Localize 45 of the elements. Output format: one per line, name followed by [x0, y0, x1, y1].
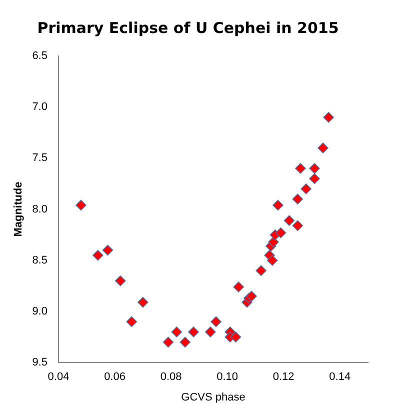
- point: [284, 215, 295, 226]
- x-tick-label: 0.12: [272, 371, 294, 384]
- point: [205, 326, 216, 338]
- point: [233, 282, 244, 292]
- point: [292, 194, 304, 204]
- point: [318, 142, 328, 154]
- point: [102, 244, 114, 256]
- point: [114, 275, 126, 286]
- point: [309, 173, 320, 184]
- x-tick-label: 0.14: [329, 371, 351, 384]
- x-tick-label: 0.08: [160, 371, 182, 384]
- point: [246, 290, 257, 302]
- y-tick-label: 8.5: [32, 254, 48, 266]
- y-axis-title: Magnitude: [12, 182, 25, 237]
- y-tick-label: 6.5: [32, 50, 48, 62]
- point: [256, 265, 266, 276]
- y-tick-label: 8.0: [32, 203, 48, 216]
- point: [76, 200, 86, 211]
- y-tick-label: 7.5: [32, 152, 48, 164]
- y-tick-label: 9.5: [32, 356, 48, 369]
- y-tick-label: 9.0: [32, 306, 48, 318]
- point: [300, 183, 312, 194]
- point: [171, 326, 182, 338]
- point: [138, 296, 148, 308]
- point: [295, 163, 306, 174]
- point: [275, 227, 286, 238]
- point: [126, 316, 138, 328]
- x-axis-title: GCVS phase: [181, 391, 246, 404]
- point: [230, 332, 242, 342]
- x-tick-label: 0.06: [104, 371, 126, 384]
- point: [268, 236, 279, 248]
- point: [92, 250, 104, 261]
- point: [210, 316, 222, 328]
- x-tick-label: 0.10: [216, 371, 238, 384]
- point: [266, 255, 278, 266]
- point: [162, 336, 174, 348]
- point: [309, 163, 320, 174]
- point: [292, 220, 304, 232]
- point: [323, 112, 334, 123]
- x-tick-label: 0.04: [48, 371, 70, 384]
- point: [272, 200, 284, 211]
- point: [188, 326, 199, 338]
- point: [180, 336, 191, 348]
- chart-title: Primary Eclipse of U Cephei in 2015: [37, 18, 339, 37]
- y-tick-label: 7.0: [32, 101, 48, 114]
